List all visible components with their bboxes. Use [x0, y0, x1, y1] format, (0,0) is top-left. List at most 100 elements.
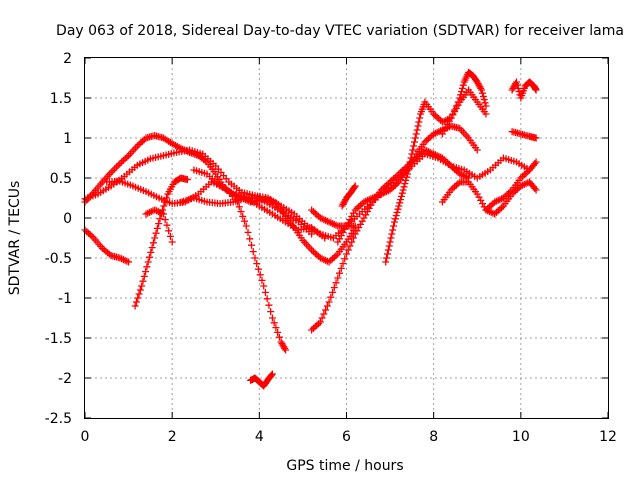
data-point [458, 88, 466, 96]
data-point [114, 161, 122, 169]
data-point [111, 165, 119, 173]
series-track-12 [334, 122, 481, 246]
series-track-17 [482, 158, 540, 214]
data-point [144, 258, 152, 266]
data-point [268, 314, 276, 322]
data-point [478, 89, 486, 97]
data-point [332, 279, 340, 287]
data-point [318, 314, 326, 322]
data-point [136, 286, 144, 294]
data-point [161, 198, 169, 206]
data-point [351, 182, 359, 190]
y-tick-label: -0.5 [45, 251, 72, 267]
data-point [149, 239, 157, 247]
data-point [391, 215, 399, 223]
y-tick-label: 1.5 [50, 91, 72, 107]
data-point [235, 203, 243, 211]
data-point [383, 250, 391, 258]
data-point [339, 228, 347, 236]
data-point [332, 252, 340, 260]
data-point [512, 78, 520, 86]
data-point [152, 229, 160, 237]
data-point [334, 238, 342, 246]
data-point [281, 346, 289, 354]
data-point [135, 140, 143, 148]
data-point [355, 203, 363, 211]
data-point [308, 206, 316, 214]
y-tick-label: 1 [63, 131, 72, 147]
data-point [315, 320, 323, 328]
data-point [268, 370, 276, 378]
y-tick-labels: -2.5 -2 -1.5 -1 -0.5 0 0.5 1 1.5 2 [45, 51, 72, 427]
data-point [515, 88, 523, 96]
data-point [410, 138, 418, 146]
data-point [139, 137, 147, 145]
data-point [482, 110, 490, 118]
data-point [386, 238, 394, 246]
x-tick-label: 2 [168, 429, 177, 445]
x-axis-label: GPS time / hours [286, 458, 403, 474]
data-point [321, 234, 329, 242]
series-track-5 [131, 174, 191, 310]
data-point [316, 318, 324, 326]
data-point [121, 155, 129, 163]
data-point [183, 176, 191, 184]
data-point [532, 186, 540, 194]
series-track-3 [103, 177, 289, 354]
data-point [449, 184, 457, 192]
data-point [131, 302, 139, 310]
data-point [444, 159, 452, 167]
data-point [132, 298, 140, 306]
data-point [513, 81, 521, 89]
data-point [254, 265, 262, 273]
data-point [265, 301, 273, 309]
data-point [147, 248, 155, 256]
data-point [241, 217, 249, 225]
data-point [261, 288, 269, 296]
data-point [125, 258, 133, 266]
x-tick-labels: 0 2 4 6 8 10 12 [81, 429, 617, 445]
data-point [119, 156, 127, 164]
x-tick-label: 12 [599, 429, 617, 445]
data-point [309, 248, 317, 256]
data-point [86, 231, 94, 239]
data-point [327, 293, 335, 301]
data-point [408, 150, 416, 158]
data-point [143, 263, 151, 271]
data-point [384, 246, 392, 254]
data-point [532, 158, 540, 166]
data-point [263, 295, 271, 303]
data-point [320, 310, 328, 318]
data-point [346, 242, 354, 250]
data-point [275, 333, 283, 341]
y-tick-label: -2 [58, 371, 72, 387]
data-point [397, 196, 405, 204]
data-point [394, 205, 402, 213]
data-point [351, 222, 359, 230]
y-tick-label: -2.5 [45, 411, 72, 427]
data-point [253, 260, 261, 268]
data-point [146, 253, 154, 261]
data-point [140, 272, 148, 280]
data-point [399, 186, 407, 194]
data-point [163, 194, 171, 202]
data-point [392, 212, 400, 220]
data-point [390, 218, 398, 226]
data-point [135, 290, 143, 298]
data-point [256, 271, 264, 279]
data-point [485, 203, 493, 211]
data-point [344, 246, 352, 254]
data-point [407, 154, 415, 162]
data-point [358, 217, 366, 225]
data-point [519, 172, 527, 180]
data-point [337, 264, 345, 272]
series-track-9 [247, 370, 276, 390]
data-point [531, 184, 539, 192]
data-point [454, 98, 462, 106]
data-point [447, 114, 455, 122]
data-point [478, 200, 486, 208]
data-point [426, 133, 434, 141]
data-point [513, 185, 521, 193]
data-point [498, 204, 506, 212]
data-point [151, 234, 159, 242]
